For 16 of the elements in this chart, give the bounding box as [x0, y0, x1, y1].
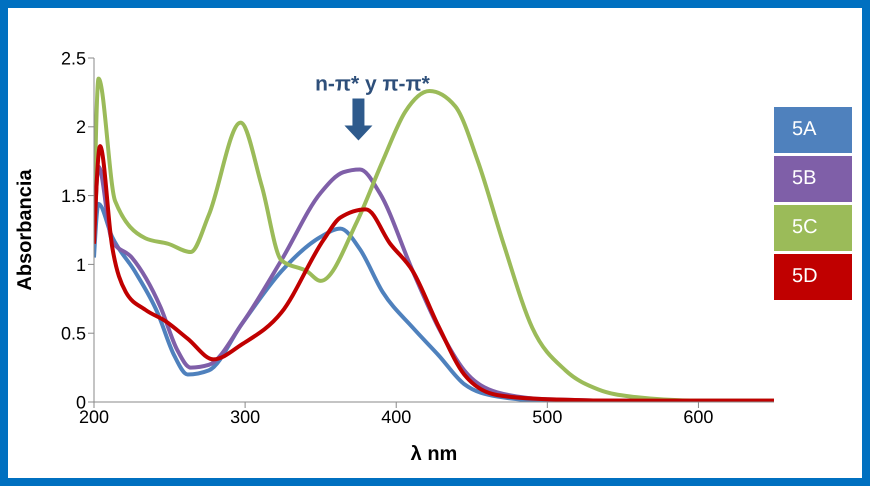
x-axis-title: λ nm: [410, 443, 458, 465]
y-tick-label: 2: [76, 117, 86, 138]
y-tick-label: 2.5: [60, 48, 86, 68]
x-tick-label: 600: [683, 406, 714, 427]
annotation: n-π* y π-π*: [315, 72, 431, 96]
legend-label: 5C: [792, 204, 852, 250]
x-tick-label: 500: [532, 406, 562, 427]
legend-label: 5D: [792, 254, 852, 300]
y-tick-label: 1.5: [60, 186, 86, 206]
legend-label: 5A: [792, 106, 852, 152]
y-axis-title: Absorbancia: [14, 168, 36, 291]
y-tick-label: 1: [76, 254, 86, 275]
x-tick-label: 400: [381, 406, 412, 427]
y-tick-label: 0.5: [60, 324, 86, 344]
x-tick-label: 300: [230, 406, 260, 427]
legend-label: 5B: [792, 156, 852, 202]
